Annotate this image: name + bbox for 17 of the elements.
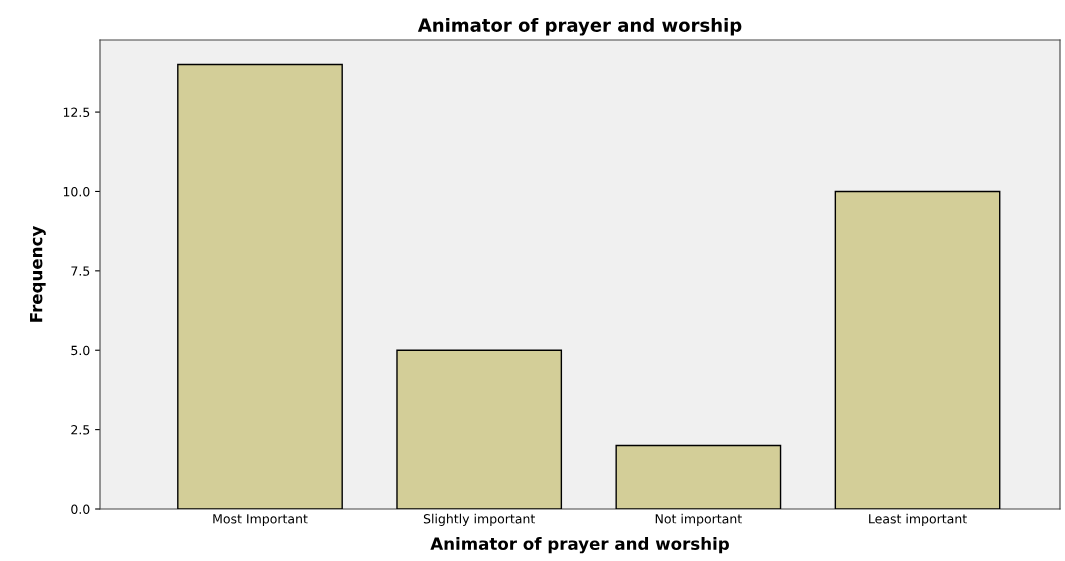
x-tick-label: Not important [655,513,742,526]
y-axis-title: Frequency [30,226,46,322]
y-tick-label: 2.5 [71,425,90,435]
x-axis-title: Animator of prayer and worship [430,537,729,554]
bar [177,63,343,509]
x-tick-label: Least important [869,513,967,526]
bar [615,444,782,509]
y-tick-label: 7.5 [71,266,90,276]
x-tick-label: Slightly important [423,513,535,526]
y-tick-label: 5.0 [71,345,90,356]
y-tick-label: 0.0 [71,504,90,514]
chart-title: Animator of prayer and worship [417,17,742,36]
x-tick-label: Most Important [213,514,308,526]
y-tick-label: 12.5 [63,107,90,118]
bar [396,349,563,509]
bar [834,190,1001,509]
y-tick-label: 10.0 [63,186,90,197]
